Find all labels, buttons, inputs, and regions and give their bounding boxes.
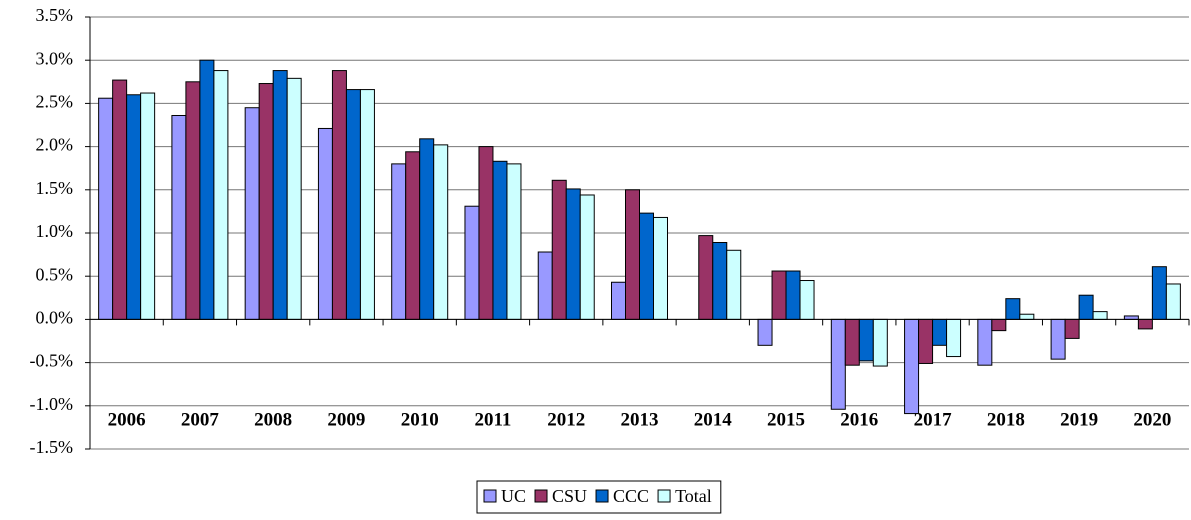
bar bbox=[1005, 298, 1021, 320]
y-tick-label: 0.5% bbox=[36, 264, 74, 284]
bar bbox=[1078, 294, 1094, 320]
bar bbox=[1151, 266, 1167, 320]
bar bbox=[140, 92, 156, 320]
bar bbox=[1123, 315, 1139, 320]
bar bbox=[331, 70, 347, 320]
x-tick-label: 2012 bbox=[547, 409, 585, 430]
bar bbox=[171, 114, 187, 320]
x-tick-label: 2015 bbox=[767, 409, 805, 430]
bar bbox=[698, 235, 714, 320]
bar bbox=[258, 83, 274, 320]
bar bbox=[126, 94, 142, 320]
y-tick-label: 3.0% bbox=[36, 48, 74, 68]
x-tick-label: 2013 bbox=[621, 409, 659, 430]
x-tick-label: 2011 bbox=[474, 409, 511, 430]
y-tick-label: 1.5% bbox=[36, 178, 74, 198]
bar bbox=[405, 151, 421, 320]
bar bbox=[1092, 311, 1108, 320]
bar bbox=[492, 160, 508, 320]
y-tick-label: -1.5% bbox=[30, 437, 74, 457]
bar bbox=[977, 318, 993, 366]
bar bbox=[858, 318, 874, 362]
x-tick-label: 2007 bbox=[181, 409, 220, 430]
x-tick-label: 2020 bbox=[1133, 409, 1171, 430]
bar bbox=[946, 318, 962, 358]
x-tick-label: 2017 bbox=[914, 409, 953, 430]
bar bbox=[1019, 313, 1035, 320]
bar bbox=[478, 146, 494, 320]
bar bbox=[757, 318, 773, 346]
legend-swatch bbox=[595, 489, 609, 503]
bar bbox=[932, 318, 948, 346]
legend-swatch bbox=[657, 489, 671, 503]
x-tick-label: 2008 bbox=[254, 409, 292, 430]
bar bbox=[359, 89, 375, 320]
x-tick-label: 2014 bbox=[694, 409, 733, 430]
bar bbox=[611, 281, 626, 320]
bar bbox=[213, 70, 229, 320]
bar bbox=[625, 189, 640, 320]
y-tick-label: -1.0% bbox=[30, 394, 74, 414]
bar bbox=[579, 194, 595, 320]
bar bbox=[506, 163, 522, 320]
bar bbox=[653, 216, 668, 320]
bar bbox=[551, 179, 567, 320]
legend-label: UC bbox=[501, 486, 526, 506]
bar bbox=[565, 188, 581, 320]
bar bbox=[112, 79, 128, 320]
bar bbox=[1050, 318, 1066, 360]
y-tick-label: 2.5% bbox=[36, 92, 74, 112]
bar bbox=[199, 59, 215, 320]
bar bbox=[639, 212, 654, 320]
x-tick-label: 2016 bbox=[840, 409, 878, 430]
bar bbox=[433, 144, 449, 320]
bar bbox=[1064, 318, 1080, 339]
bar bbox=[771, 270, 787, 320]
legend-swatch bbox=[483, 489, 497, 503]
legend: UC CSU CCC Total bbox=[476, 480, 722, 514]
bar bbox=[244, 107, 260, 320]
x-tick-label: 2019 bbox=[1060, 409, 1098, 430]
bar bbox=[391, 163, 407, 320]
bar bbox=[1137, 318, 1153, 330]
bar bbox=[799, 280, 815, 320]
bar bbox=[904, 318, 920, 415]
legend-label: CCC bbox=[613, 486, 649, 506]
bar bbox=[844, 318, 860, 366]
bar bbox=[712, 242, 728, 320]
bar bbox=[872, 318, 888, 367]
bar bbox=[991, 318, 1007, 332]
x-tick-label: 2010 bbox=[401, 409, 439, 430]
x-tick-label: 2006 bbox=[108, 409, 146, 430]
x-tick-label: 2009 bbox=[327, 409, 365, 430]
bar bbox=[98, 97, 114, 320]
bar bbox=[918, 318, 934, 364]
bar bbox=[830, 318, 846, 410]
y-tick-label: -0.5% bbox=[30, 351, 74, 371]
bar bbox=[272, 70, 288, 320]
x-tick-label: 2018 bbox=[987, 409, 1025, 430]
bar bbox=[1165, 283, 1181, 320]
y-tick-label: 2.0% bbox=[36, 135, 74, 155]
bar bbox=[286, 77, 302, 320]
bar bbox=[537, 251, 553, 320]
legend-swatch bbox=[534, 489, 548, 503]
y-tick-label: 3.5% bbox=[36, 5, 74, 25]
bar bbox=[464, 205, 480, 320]
bar bbox=[317, 127, 333, 320]
bar bbox=[726, 249, 742, 320]
bar bbox=[345, 89, 361, 320]
bar bbox=[419, 138, 435, 320]
y-tick-label: 1.0% bbox=[36, 221, 74, 241]
legend-label: CSU bbox=[552, 486, 587, 506]
y-tick-label: 0.0% bbox=[36, 308, 74, 328]
bar bbox=[185, 81, 201, 320]
legend-label: Total bbox=[675, 486, 712, 506]
bar bbox=[785, 270, 801, 320]
